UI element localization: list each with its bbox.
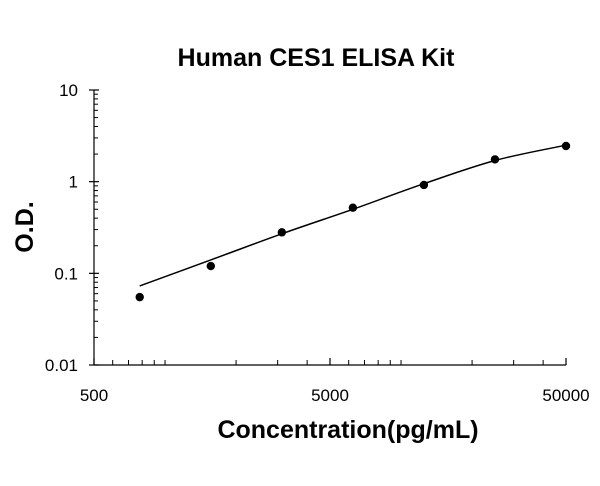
x-tick-label: 50000 — [542, 386, 589, 405]
data-point — [490, 155, 500, 164]
data-points — [135, 141, 571, 302]
x-axis-title: Concentration(pg/mL) — [217, 416, 478, 444]
x-tick-label: 5000 — [311, 386, 349, 405]
y-tick-label: 0.1 — [54, 264, 78, 283]
data-point — [348, 203, 358, 212]
x-tick-label: 500 — [80, 386, 108, 405]
y-tick-label: 1 — [69, 173, 78, 192]
data-point — [419, 180, 429, 190]
data-point — [206, 261, 216, 271]
y-tick-label: 10 — [59, 81, 78, 100]
ticks: 0.01 0.1 1 10 500 5000 50000 — [45, 81, 590, 405]
chart-title: Human CES1 ELISA Kit — [178, 44, 456, 72]
fit-curve — [139, 144, 567, 287]
y-axis-title: O.D. — [11, 201, 39, 252]
axes — [93, 90, 566, 366]
data-point — [277, 228, 287, 237]
y-tick-label: 0.01 — [45, 356, 78, 375]
data-point — [135, 292, 144, 302]
data-point — [561, 141, 571, 151]
fit-curve-layer — [139, 144, 567, 287]
